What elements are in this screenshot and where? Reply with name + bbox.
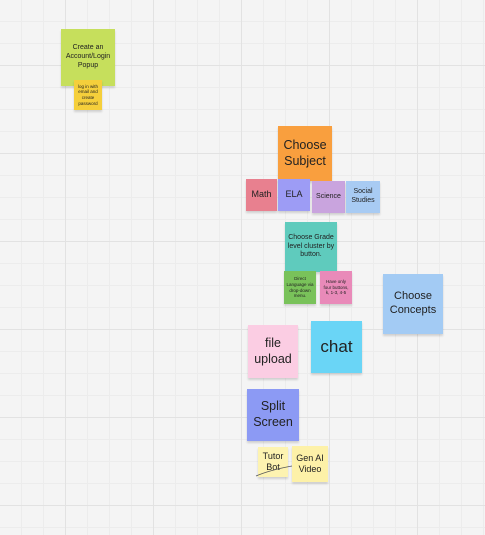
sticky-note[interactable]: Split Screen (247, 389, 299, 441)
sticky-note[interactable]: Tutor Bot (258, 447, 288, 477)
sticky-note[interactable]: Choose Grade level cluster by button. (285, 222, 337, 272)
sticky-note[interactable]: log in with email and create password (74, 80, 102, 110)
sticky-note[interactable]: Direct Language via drop-down menu. (284, 271, 316, 304)
sticky-note[interactable]: Choose Subject (278, 126, 332, 181)
sticky-note[interactable]: ELA (278, 179, 310, 211)
sticky-note[interactable]: Gen AI Video (292, 446, 328, 482)
sticky-note[interactable]: file upload (248, 325, 298, 378)
sticky-note[interactable]: Science (312, 181, 345, 213)
sticky-note[interactable]: Math (246, 179, 277, 211)
sticky-note[interactable]: Choose Concepts (383, 274, 443, 334)
sticky-note[interactable]: Social Studies (346, 181, 380, 213)
sticky-note[interactable]: Have only four buttons, k, 1-3, 4-5 (320, 271, 352, 304)
sticky-note[interactable]: chat (311, 321, 362, 373)
sticky-note[interactable]: Create an Account/Login Popup (61, 29, 115, 86)
